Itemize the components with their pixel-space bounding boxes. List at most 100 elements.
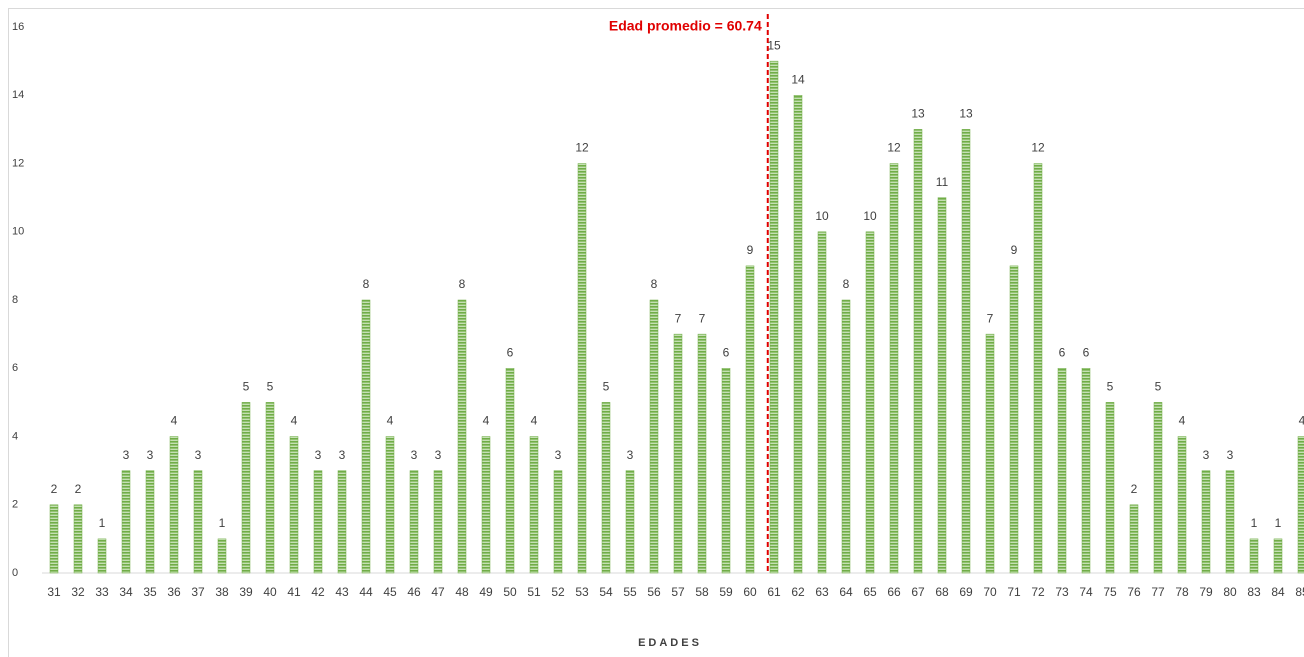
bar <box>577 163 587 574</box>
bar <box>1249 538 1259 574</box>
x-tick-label: 65 <box>863 585 877 599</box>
bar <box>889 163 899 574</box>
data-label: 6 <box>723 345 730 359</box>
data-label: 3 <box>315 448 322 462</box>
x-tick-label: 80 <box>1223 585 1237 599</box>
bar <box>601 402 611 574</box>
bar <box>1105 402 1115 574</box>
bar <box>985 333 995 574</box>
bar <box>1297 436 1304 574</box>
y-tick-label: 4 <box>12 430 18 442</box>
data-label: 6 <box>507 345 514 359</box>
bar <box>937 197 947 574</box>
x-tick-label: 49 <box>479 585 493 599</box>
bar <box>697 333 707 574</box>
data-label: 3 <box>147 448 154 462</box>
y-tick-label: 16 <box>12 21 24 33</box>
x-tick-label: 31 <box>47 585 61 599</box>
data-label: 3 <box>123 448 130 462</box>
x-tick-label: 77 <box>1151 585 1165 599</box>
x-tick-label: 43 <box>335 585 349 599</box>
data-label: 3 <box>627 448 634 462</box>
x-tick-label: 47 <box>431 585 445 599</box>
bar <box>241 402 251 574</box>
x-tick-label: 51 <box>527 585 541 599</box>
bar <box>481 436 491 574</box>
x-tick-label: 44 <box>359 585 373 599</box>
data-label: 4 <box>483 414 490 428</box>
x-tick-label: 38 <box>215 585 229 599</box>
bar <box>817 231 827 574</box>
data-label: 5 <box>243 380 250 394</box>
data-label: 15 <box>767 38 781 52</box>
data-label: 6 <box>1083 345 1090 359</box>
data-label: 2 <box>1131 482 1138 496</box>
bar <box>649 299 659 574</box>
data-label: 4 <box>1299 414 1304 428</box>
data-label: 3 <box>555 448 562 462</box>
bar <box>1177 436 1187 574</box>
bar <box>385 436 395 574</box>
data-label: 12 <box>575 141 589 155</box>
bar <box>313 470 323 574</box>
x-tick-label: 32 <box>71 585 85 599</box>
data-label: 10 <box>815 209 829 223</box>
data-label: 14 <box>791 72 805 86</box>
x-tick-label: 62 <box>791 585 805 599</box>
data-label: 7 <box>699 311 706 325</box>
bar <box>793 95 803 574</box>
x-tick-label: 72 <box>1031 585 1045 599</box>
x-tick-label: 58 <box>695 585 709 599</box>
data-label: 3 <box>435 448 442 462</box>
data-label: 5 <box>1155 380 1162 394</box>
x-tick-label: 53 <box>575 585 589 599</box>
bar <box>97 538 107 574</box>
x-tick-label: 54 <box>599 585 613 599</box>
data-label: 9 <box>747 243 754 257</box>
chart-border <box>8 8 1304 657</box>
data-label: 6 <box>1059 345 1066 359</box>
x-tick-label: 34 <box>119 585 133 599</box>
y-tick-label: 12 <box>12 157 24 169</box>
data-label: 4 <box>387 414 394 428</box>
x-tick-label: 60 <box>743 585 757 599</box>
data-label: 3 <box>195 448 202 462</box>
x-tick-label: 79 <box>1199 585 1213 599</box>
bar <box>769 60 779 574</box>
bar <box>1009 265 1019 574</box>
x-tick-label: 70 <box>983 585 997 599</box>
y-tick-label: 10 <box>12 226 24 238</box>
data-label: 13 <box>959 107 973 121</box>
y-tick-label: 6 <box>12 362 18 374</box>
x-tick-label: 41 <box>287 585 301 599</box>
data-label: 3 <box>339 448 346 462</box>
data-label: 1 <box>99 516 106 530</box>
x-tick-label: 74 <box>1079 585 1093 599</box>
data-label: 12 <box>1031 141 1045 155</box>
bar <box>1225 470 1235 574</box>
bar <box>433 470 443 574</box>
x-tick-label: 68 <box>935 585 949 599</box>
x-tick-label: 84 <box>1271 585 1285 599</box>
data-label: 3 <box>1227 448 1234 462</box>
data-label: 3 <box>1203 448 1210 462</box>
x-tick-label: 85 <box>1295 585 1304 599</box>
y-tick-label: 2 <box>12 499 18 511</box>
bar <box>289 436 299 574</box>
data-label: 12 <box>887 141 901 155</box>
bar <box>217 538 227 574</box>
data-label: 4 <box>171 414 178 428</box>
y-tick-label: 8 <box>12 294 18 306</box>
data-label: 5 <box>267 380 274 394</box>
data-label: 8 <box>651 277 658 291</box>
bar <box>49 504 59 574</box>
data-label: 2 <box>51 482 58 496</box>
bar <box>1129 504 1139 574</box>
data-label: 7 <box>675 311 682 325</box>
bar <box>73 504 83 574</box>
bar <box>145 470 155 574</box>
x-tick-label: 78 <box>1175 585 1189 599</box>
x-tick-label: 36 <box>167 585 181 599</box>
bar <box>505 368 515 574</box>
bar <box>1081 368 1091 574</box>
